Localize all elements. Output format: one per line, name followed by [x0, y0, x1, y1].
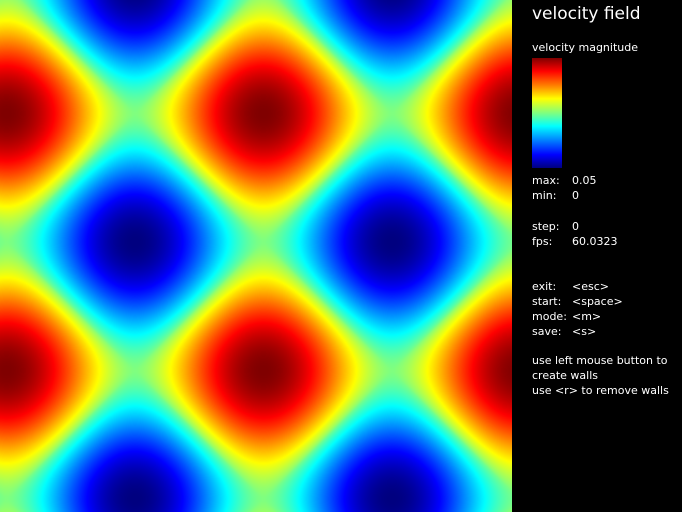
key-bindings: exit: <esc> start: <space> mode: <m> sav… [532, 279, 623, 339]
mode-key: <m> [572, 310, 602, 323]
range-stats: max: 0.05 min: 0 [532, 173, 597, 203]
step-value: 0 [572, 220, 579, 233]
max-value: 0.05 [572, 174, 597, 187]
start-label: start: [532, 295, 562, 308]
fps-label: fps: [532, 235, 553, 248]
panel-title: velocity field [532, 4, 641, 24]
min-label: min: [532, 189, 557, 202]
colorbar-label: velocity magnitude [532, 41, 638, 54]
save-key: <s> [572, 325, 597, 338]
min-value: 0 [572, 189, 579, 202]
help-line: use left mouse button to [532, 354, 668, 367]
exit-key: <esc> [572, 280, 609, 293]
info-panel: velocity field velocity magnitude max: 0… [512, 0, 682, 512]
colorbar [532, 58, 562, 168]
fps-value: 60.0323 [572, 235, 618, 248]
mode-label: mode: [532, 310, 567, 323]
step-label: step: [532, 220, 560, 233]
max-label: max: [532, 174, 560, 187]
exit-label: exit: [532, 280, 557, 293]
help-line: use <r> to remove walls [532, 384, 669, 397]
help-text: use left mouse button to create walls us… [532, 353, 669, 398]
help-line: create walls [532, 369, 598, 382]
run-stats: step: 0 fps: 60.0323 [532, 219, 618, 249]
start-key: <space> [572, 295, 623, 308]
velocity-field-canvas[interactable] [0, 0, 512, 512]
save-label: save: [532, 325, 562, 338]
